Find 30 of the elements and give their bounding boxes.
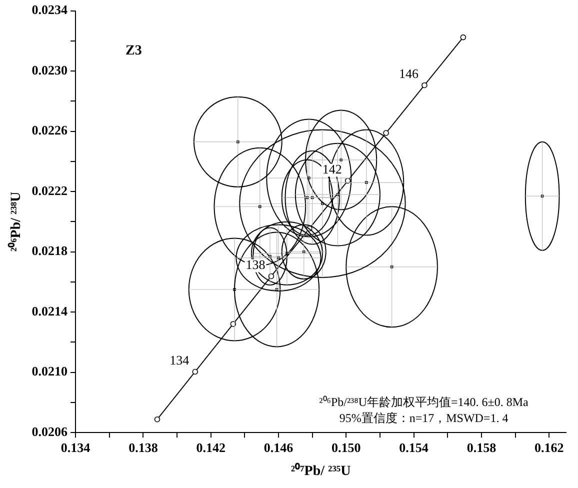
x-tick-label: 0.142 (196, 440, 226, 455)
y-tick-label: 0.0230 (32, 62, 68, 78)
y-tick-label: 0.0210 (32, 364, 68, 379)
x-tick-label: 0.146 (264, 440, 294, 455)
annotation: 134 (170, 352, 190, 368)
y-tick-label: 0.0206 (32, 424, 68, 439)
y-tick-label: 0.0214 (32, 303, 68, 318)
y-axis-title: ²⁰⁶Pb/ ²³⁸U (7, 192, 24, 252)
x-tick-label: 0.158 (466, 440, 497, 455)
annotation: Z3 (126, 43, 142, 58)
x-axis-title: ²⁰⁷Pb/ ²³⁵U (290, 462, 351, 480)
x-tick-label: 0.154 (399, 440, 429, 455)
annotation: 95%置信度：n=17，MSWD=1. 4 (339, 410, 508, 425)
point (154, 416, 160, 422)
annotation: ²⁰⁶Pb/²³⁸U年龄加权平均值=140. 6±0. 8Ma (319, 394, 530, 409)
annotation: 142 (322, 162, 342, 177)
point (460, 34, 466, 40)
y-tick-label: 0.0234 (32, 2, 68, 18)
point (383, 130, 389, 136)
annotation: 146 (398, 66, 419, 82)
x-tick-label: 0.150 (332, 440, 361, 455)
x-tick-label: 0.162 (534, 440, 564, 455)
point (422, 82, 428, 88)
x-tick-label: 0.134 (60, 440, 91, 455)
y-tick-label: 0.0226 (32, 122, 68, 138)
point (192, 368, 198, 375)
y-tick-label: 0.0218 (32, 243, 68, 258)
annotation: 138 (246, 257, 266, 272)
y-tick-label: 0.0222 (32, 182, 68, 198)
x-tick-label: 0.138 (128, 440, 158, 455)
